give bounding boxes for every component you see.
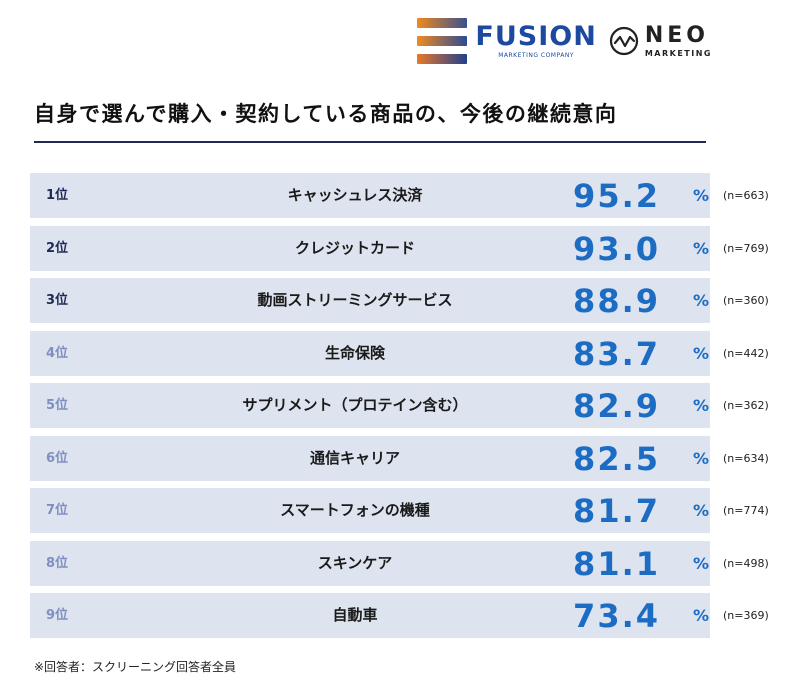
neo-logo-text: NEO	[644, 22, 709, 48]
rank-label: 7位	[46, 503, 69, 518]
table-row: 7位 スマートフォンの機種 81.7% (n=774)	[30, 488, 769, 533]
footnote: ※回答者：スクリーニング回答者全員	[34, 660, 237, 674]
value-label: 73.4	[573, 597, 660, 635]
table-row: 6位 通信キャリア 82.5% (n=634)	[30, 435, 769, 481]
sample-size: (n=769)	[723, 241, 769, 255]
fusion-logo-text: FUSION	[475, 21, 597, 52]
fusion-logo-subtext: MARKETING COMPANY	[498, 52, 574, 59]
rank-label: 2位	[46, 240, 69, 256]
percent-unit: %	[693, 501, 710, 520]
percent-unit: %	[693, 396, 710, 415]
item-label: スキンケア	[317, 553, 393, 572]
sample-size: (n=498)	[723, 556, 769, 570]
ranking-table: 1位 キャッシュレス決済 95.2% (n=663) 2位 クレジットカード 93.0% (n…	[30, 173, 769, 646]
table-row: 5位 サプリメント（プロテイン含む） 82.9% (n=362)	[30, 383, 769, 428]
item-label: スマートフォンの機種	[280, 501, 430, 519]
item-label: クレジットカード	[294, 238, 415, 257]
rank-label: 8位	[46, 555, 69, 571]
rank-label: 6位	[46, 450, 69, 466]
percent-unit: %	[693, 343, 710, 363]
table-row: 1位 キャッシュレス決済 95.2% (n=663)	[30, 173, 769, 218]
chart-title: 自身で選んで購入・契約している商品の、今後の継続意向	[34, 102, 618, 126]
fusion-mark-icon	[417, 18, 468, 64]
table-row: 3位 動画ストリーミングサービス 88.9% (n=360)	[30, 278, 769, 323]
title-divider	[34, 141, 706, 143]
logo-area: FUSION MARKETING COMPANY NEO MARKETING	[417, 18, 712, 64]
item-label: 通信キャリア	[309, 448, 400, 467]
value-label: 93.0	[573, 229, 660, 268]
rank-label: 3位	[46, 293, 69, 308]
item-label: キャッシュレス決済	[287, 186, 423, 204]
table-row: 4位 生命保険 83.7% (n=442)	[30, 330, 769, 376]
rank-label: 5位	[46, 398, 69, 413]
percent-unit: %	[693, 291, 710, 310]
value-label: 82.9	[573, 387, 660, 425]
item-label: サプリメント（プロテイン含む）	[242, 396, 468, 414]
table-row: 8位 スキンケア 81.1% (n=498)	[30, 540, 769, 586]
table-row: 9位 自動車 73.4% (n=369)	[30, 593, 769, 638]
neo-logo: NEO MARKETING	[609, 22, 712, 58]
percent-unit: %	[693, 553, 710, 573]
neo-logo-subtext: MARKETING	[644, 48, 712, 58]
value-label: 83.7	[573, 334, 660, 373]
value-label: 88.9	[573, 282, 660, 320]
value-label: 95.2	[573, 177, 660, 215]
sample-size: (n=360)	[723, 294, 769, 307]
neo-wave-icon	[609, 26, 638, 56]
sample-size: (n=634)	[723, 451, 769, 465]
percent-unit: %	[693, 186, 710, 205]
sample-size: (n=663)	[723, 189, 769, 202]
table-row: 2位 クレジットカード 93.0% (n=769)	[30, 225, 769, 271]
value-label: 81.1	[573, 544, 660, 583]
item-label: 動画ストリーミングサービス	[257, 291, 453, 309]
percent-unit: %	[693, 448, 710, 468]
sample-size: (n=369)	[723, 609, 769, 622]
rank-label: 4位	[46, 345, 69, 361]
percent-unit: %	[693, 606, 710, 625]
item-label: 生命保険	[324, 343, 385, 362]
item-label: 自動車	[332, 606, 378, 624]
value-label: 81.7	[573, 492, 660, 530]
value-label: 82.5	[573, 439, 660, 478]
rank-label: 1位	[46, 188, 69, 203]
sample-size: (n=362)	[723, 399, 769, 412]
sample-size: (n=442)	[723, 346, 769, 360]
fusion-logo: FUSION MARKETING COMPANY	[417, 18, 596, 64]
sample-size: (n=774)	[723, 504, 769, 517]
percent-unit: %	[693, 238, 710, 258]
rank-label: 9位	[46, 608, 69, 623]
